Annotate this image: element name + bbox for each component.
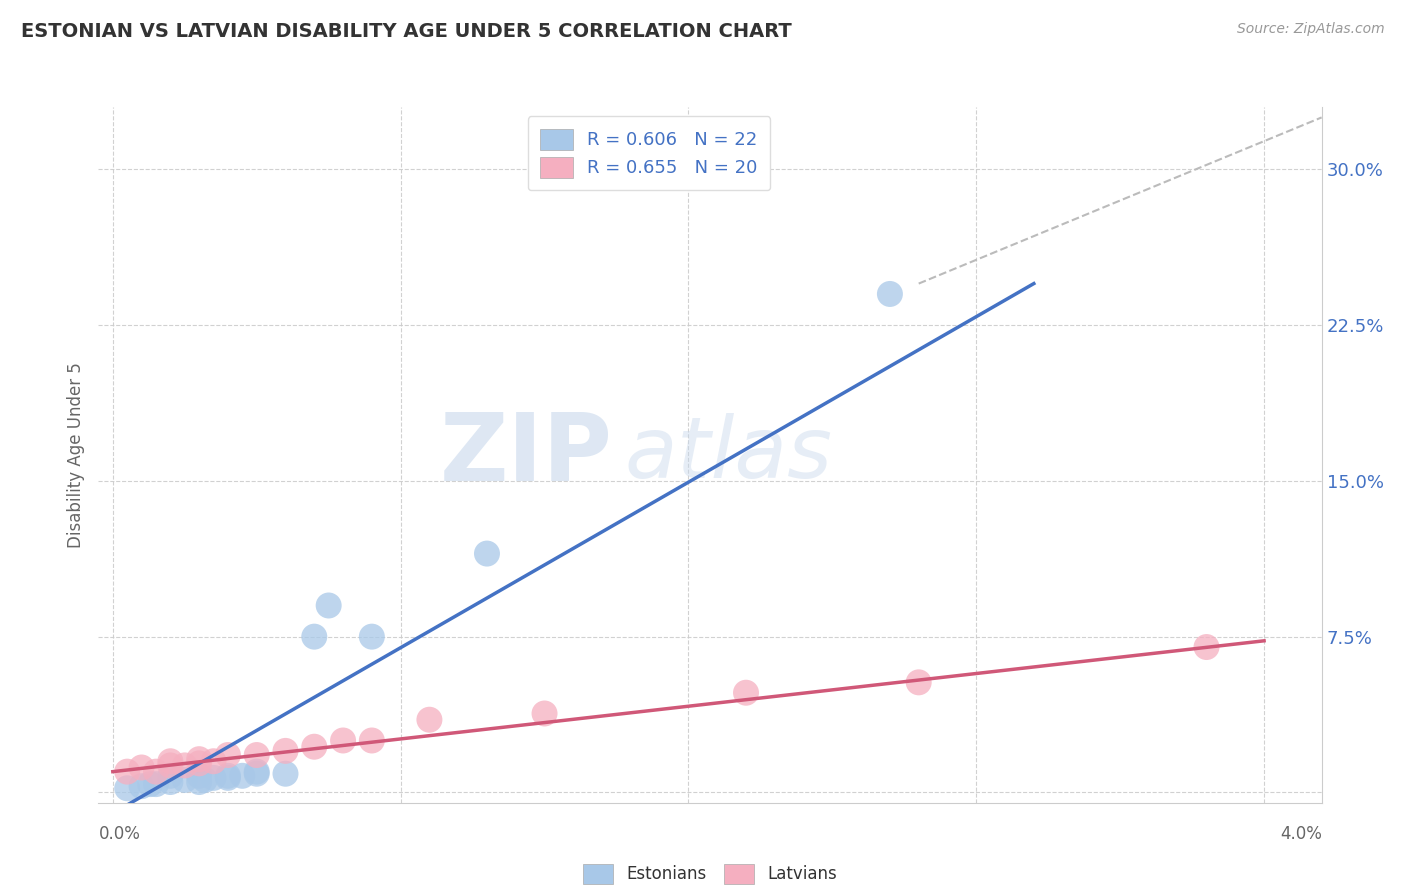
Point [246,764,269,779]
Point [188,752,211,766]
Point [879,287,901,301]
Point [131,760,153,774]
Point [188,769,211,783]
Text: Source: ZipAtlas.com: Source: ZipAtlas.com [1237,22,1385,37]
Point [246,747,269,762]
Text: 4.0%: 4.0% [1279,825,1322,843]
Point [145,764,167,779]
Point [159,754,181,768]
Point [173,758,195,772]
Point [1195,640,1218,654]
Point [418,713,440,727]
Point [188,756,211,771]
Legend: Estonians, Latvians: Estonians, Latvians [575,856,845,892]
Point [194,772,217,787]
Point [360,733,382,747]
Point [217,747,239,762]
Point [735,686,758,700]
Text: ESTONIAN VS LATVIAN DISABILITY AGE UNDER 5 CORRELATION CHART: ESTONIAN VS LATVIAN DISABILITY AGE UNDER… [21,22,792,41]
Point [332,733,354,747]
Point [274,766,297,780]
Point [274,744,297,758]
Point [188,775,211,789]
Y-axis label: Disability Age Under 5: Disability Age Under 5 [66,362,84,548]
Point [159,758,181,772]
Text: 0.0%: 0.0% [98,825,141,843]
Point [131,779,153,793]
Point [139,777,162,791]
Point [533,706,555,721]
Point [115,781,138,796]
Point [318,599,340,613]
Point [304,630,326,644]
Point [475,547,498,561]
Point [115,764,138,779]
Point [159,769,181,783]
Point [360,630,382,644]
Text: atlas: atlas [624,413,832,497]
Point [304,739,326,754]
Point [217,769,239,783]
Text: ZIP: ZIP [439,409,612,501]
Point [202,771,225,785]
Point [159,775,181,789]
Point [246,766,269,780]
Point [231,769,253,783]
Point [145,777,167,791]
Point [202,754,225,768]
Point [217,771,239,785]
Point [907,675,929,690]
Point [173,772,195,787]
